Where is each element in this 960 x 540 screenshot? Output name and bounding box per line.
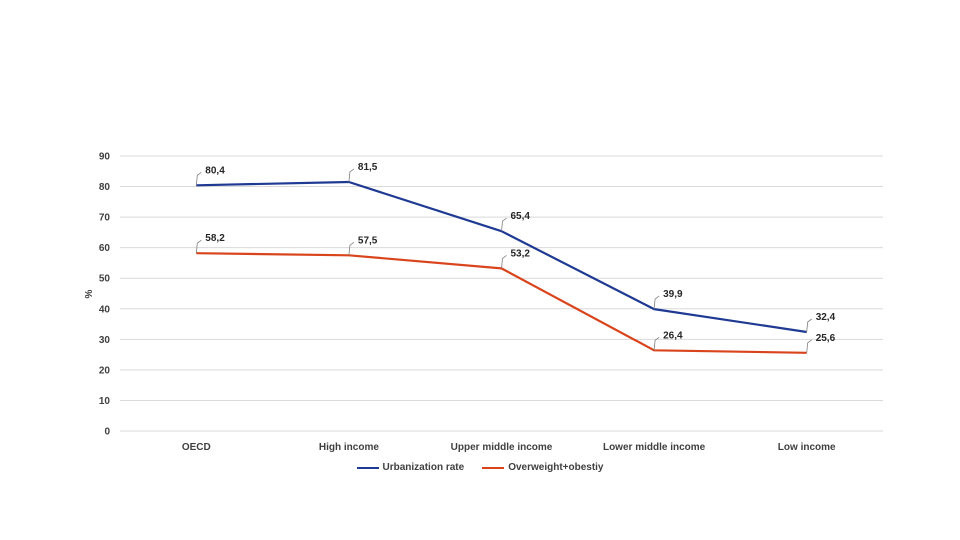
legend-label-urbanization: Urbanization rate	[382, 462, 465, 473]
data-label: 32,4	[816, 312, 836, 323]
data-label: 57,5	[358, 235, 378, 246]
leader-line	[501, 217, 507, 232]
data-label: 58,2	[205, 233, 225, 244]
y-tick-label: 20	[99, 365, 111, 376]
legend-swatch-urbanization	[356, 466, 379, 469]
legend-item-urbanization: Urbanization rate	[356, 462, 465, 473]
y-tick-label: 50	[99, 274, 111, 285]
x-tick-label: OECD	[182, 442, 211, 453]
x-tick-label: Upper middle income	[451, 442, 553, 453]
x-tick-label: Lower middle income	[603, 442, 706, 453]
leader-line	[653, 337, 660, 351]
y-tick-label: 10	[99, 396, 111, 407]
leader-line	[348, 168, 355, 183]
leader-line	[195, 239, 202, 254]
data-label: 80,4	[205, 165, 225, 176]
legend-swatch-overweight	[482, 466, 505, 469]
leader-line	[806, 339, 812, 353]
y-tick-label: 40	[99, 304, 111, 315]
leader-line	[501, 255, 507, 269]
y-tick-label: 80	[99, 182, 111, 193]
legend-label-overweight: Overweight+obestiy	[508, 462, 604, 473]
y-tick-label: 30	[99, 335, 111, 346]
leader-line	[653, 295, 660, 310]
data-label: 65,4	[511, 211, 531, 222]
data-label: 26,4	[663, 330, 683, 341]
y-axis-label: %	[84, 289, 95, 298]
y-tick-label: 90	[99, 152, 111, 163]
data-label: 25,6	[816, 333, 836, 344]
data-label: 81,5	[358, 162, 378, 173]
leader-line	[195, 172, 202, 186]
x-tick-label: High income	[319, 442, 379, 453]
data-labels: 80,4 81,5 65,4 39,9 32,4 58,2 57,5 53,2 26,4 25,6	[195, 162, 836, 353]
leader-line	[806, 318, 812, 333]
series-line-urbanization	[196, 180, 807, 334]
data-label: 39,9	[663, 289, 683, 300]
y-tick-label: 0	[104, 427, 110, 438]
y-tick-label: 60	[99, 243, 111, 254]
gridlines	[120, 155, 883, 432]
y-tick-label: 70	[99, 213, 111, 224]
x-axis-ticks: OECD High income Upper middle income Lower …	[182, 442, 836, 453]
x-tick-label: Low income	[778, 442, 836, 453]
y-axis-ticks: 0 10 20 30 40 50 60 70 80 90	[99, 152, 111, 438]
legend-item-overweight: Overweight+obestiy	[482, 462, 604, 473]
leader-line	[348, 241, 355, 256]
data-label: 53,2	[511, 248, 531, 259]
legend: Urbanization rate Overweight+obestiy	[0, 462, 960, 473]
